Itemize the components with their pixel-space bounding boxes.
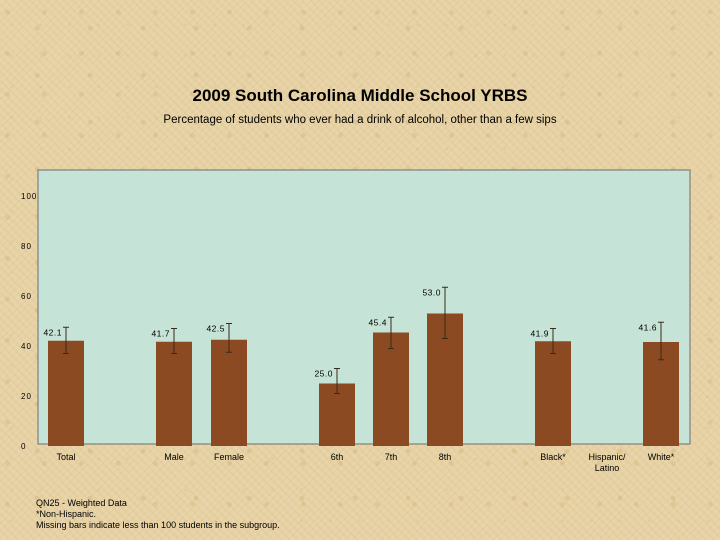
x-label-hispanic-latino-line2: Latino [595,463,620,473]
y-tick-label-40: 40 [21,342,32,351]
footnote-missing-bars: Missing bars indicate less than 100 stud… [36,520,280,530]
x-label-8th: 8th [439,452,452,462]
chart-title: 2009 South Carolina Middle School YRBS [192,86,528,105]
x-label-total: Total [56,452,75,462]
bar-total [48,340,84,446]
bar-black [535,341,571,446]
bar-female [211,339,247,446]
x-label-hispanic-latino: Hispanic/ [588,452,626,462]
footnotes: QN25 - Weighted Data *Non-Hispanic. Miss… [36,498,280,531]
value-label-total: 42.1 [43,327,62,337]
bar-7th [373,332,409,446]
bar-male [156,341,192,446]
plot-area [37,169,691,445]
x-label-7th: 7th [385,452,398,462]
value-label-male: 41.7 [151,329,170,339]
value-label-black: 41.9 [530,329,549,339]
x-label-6th: 6th [331,452,344,462]
y-tick-label-100: 100 [21,192,37,201]
value-label-6th: 25.0 [314,369,333,379]
y-tick-label-20: 20 [21,392,32,401]
x-label-male: Male [164,452,184,462]
value-label-7th: 45.4 [368,317,387,327]
x-label-black: Black* [540,452,566,462]
footnote-non-hispanic: *Non-Hispanic. [36,509,97,519]
x-label-white: White* [648,452,675,462]
chart-subtitle: Percentage of students who ever had a dr… [163,114,557,126]
y-tick-label-60: 60 [21,292,32,301]
footnote-data-source: QN25 - Weighted Data [36,498,127,508]
y-tick-label-0: 0 [21,442,26,451]
y-tick-label-80: 80 [21,242,32,251]
value-label-8th: 53.0 [422,287,441,297]
value-label-white: 41.6 [638,322,657,332]
value-label-female: 42.5 [206,324,225,334]
x-label-female: Female [214,452,244,462]
